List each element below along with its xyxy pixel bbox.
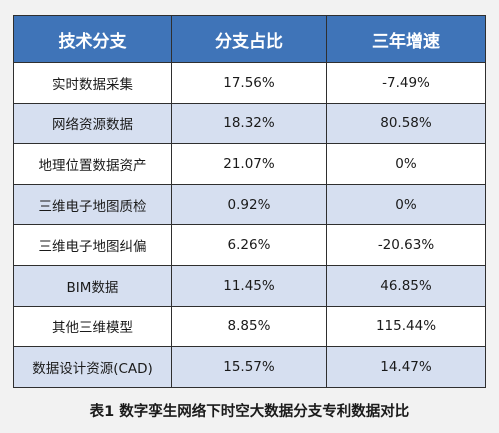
cell-tech-branch: 三维电子地图纠偏 xyxy=(13,224,172,266)
table-row: 三维电子地图纠偏 6.26% -20.63% xyxy=(13,224,486,266)
header-three-year-growth: 三年增速 xyxy=(326,15,486,63)
cell-branch-share: 15.57% xyxy=(171,346,327,388)
cell-branch-share: 6.26% xyxy=(171,224,327,266)
table-header-row: 技术分支 分支占比 三年增速 xyxy=(13,15,486,63)
cell-tech-branch: 网络资源数据 xyxy=(13,102,172,145)
cell-tech-branch: BIM数据 xyxy=(13,264,172,307)
cell-branch-share: 21.07% xyxy=(171,143,327,185)
cell-tech-branch: 实时数据采集 xyxy=(13,62,172,104)
table-row: 其他三维模型 8.85% 115.44% xyxy=(13,305,486,348)
table-row: 数据设计资源(CAD) 15.57% 14.47% xyxy=(13,346,486,388)
data-table-container: 技术分支 分支占比 三年增速 实时数据采集 17.56% -7.49% 网络资源… xyxy=(13,15,486,388)
table-caption: 表1 数字孪生网络下时空大数据分支专利数据对比 xyxy=(89,404,410,420)
cell-three-year-growth: 115.44% xyxy=(326,305,486,348)
cell-tech-branch: 地理位置数据资产 xyxy=(13,143,172,185)
cell-three-year-growth: 80.58% xyxy=(326,102,486,145)
cell-tech-branch: 数据设计资源(CAD) xyxy=(13,346,172,388)
cell-branch-share: 17.56% xyxy=(171,62,327,104)
cell-three-year-growth: 46.85% xyxy=(326,264,486,307)
cell-branch-share: 18.32% xyxy=(171,102,327,145)
table-row: 三维电子地图质检 0.92% 0% xyxy=(13,183,486,226)
cell-tech-branch: 三维电子地图质检 xyxy=(13,183,172,226)
table-row: 实时数据采集 17.56% -7.49% xyxy=(13,62,486,104)
header-tech-branch: 技术分支 xyxy=(13,15,172,63)
cell-three-year-growth: -7.49% xyxy=(326,62,486,104)
cell-branch-share: 0.92% xyxy=(171,183,327,226)
table-row: BIM数据 11.45% 46.85% xyxy=(13,264,486,307)
cell-three-year-growth: 14.47% xyxy=(326,346,486,388)
cell-tech-branch: 其他三维模型 xyxy=(13,305,172,348)
cell-branch-share: 11.45% xyxy=(171,264,327,307)
cell-three-year-growth: 0% xyxy=(326,143,486,185)
cell-three-year-growth: -20.63% xyxy=(326,224,486,266)
table-row: 地理位置数据资产 21.07% 0% xyxy=(13,143,486,185)
cell-three-year-growth: 0% xyxy=(326,183,486,226)
header-branch-share: 分支占比 xyxy=(171,15,327,63)
table-row: 网络资源数据 18.32% 80.58% xyxy=(13,102,486,145)
patent-data-table: 技术分支 分支占比 三年增速 实时数据采集 17.56% -7.49% 网络资源… xyxy=(13,15,486,388)
cell-branch-share: 8.85% xyxy=(171,305,327,348)
